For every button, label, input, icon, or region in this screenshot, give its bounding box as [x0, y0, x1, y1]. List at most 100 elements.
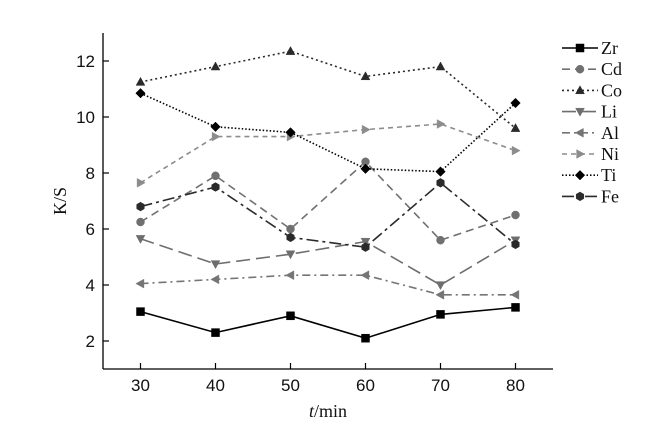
data-point-al	[210, 274, 220, 285]
data-point-cd	[136, 217, 145, 227]
data-point-fe	[436, 178, 445, 188]
series-ti	[135, 88, 521, 177]
series-co	[135, 46, 521, 132]
data-point-zr	[436, 310, 445, 319]
data-point-ni	[361, 124, 371, 135]
data-point-zr	[136, 307, 145, 316]
data-point-co	[360, 71, 371, 81]
legend-item-al: Al	[562, 123, 619, 143]
series-line-ni	[140, 123, 516, 184]
series-zr	[136, 303, 520, 343]
data-point-cd	[211, 171, 220, 181]
x-tick-label: 30	[131, 376, 150, 395]
x-tick-label: 80	[506, 376, 525, 395]
data-point-zr	[286, 311, 295, 321]
series-line-co	[140, 50, 517, 129]
legend-marker	[575, 64, 585, 74]
data-point-ti	[435, 166, 446, 177]
legend-marker	[575, 191, 585, 202]
data-point-li	[435, 281, 446, 291]
series-fe	[136, 178, 520, 252]
legend-item-cd: Cd	[562, 59, 622, 79]
data-point-ti	[360, 163, 371, 174]
x-axis-label: t/min	[309, 401, 347, 421]
x-tick-label: 60	[356, 376, 375, 395]
data-point-cd	[436, 235, 445, 245]
data-point-ti	[285, 127, 296, 138]
data-point-ni	[511, 145, 521, 156]
data-point-al	[360, 270, 370, 281]
data-point-ni	[211, 131, 221, 142]
data-point-ni	[136, 177, 146, 188]
series-al	[135, 270, 520, 300]
data-point-li	[135, 235, 146, 244]
legend-marker	[574, 127, 584, 138]
data-point-fe	[361, 242, 370, 252]
legend-label: Cd	[601, 59, 622, 79]
data-point-co	[510, 123, 521, 132]
data-point-al	[285, 270, 295, 281]
data-point-zr	[361, 333, 370, 343]
y-tick-label: 4	[86, 276, 95, 295]
data-point-zr	[211, 328, 220, 337]
series-layer	[135, 46, 521, 343]
data-point-li	[285, 250, 296, 260]
legend-label: Ti	[601, 165, 616, 185]
x-axis-label-variable: t	[309, 401, 315, 421]
legend-label: Ni	[601, 144, 619, 164]
data-point-ti	[510, 97, 521, 109]
data-point-cd	[286, 224, 295, 234]
series-line-zr	[140, 306, 516, 340]
legend-marker	[575, 107, 585, 117]
data-point-zr	[511, 303, 520, 312]
legend-item-co: Co	[562, 80, 622, 100]
x-tick-label: 40	[206, 376, 225, 395]
legend-label: Li	[601, 102, 617, 122]
legend-marker	[576, 149, 586, 159]
data-point-fe	[211, 182, 220, 192]
legend-item-fe: Fe	[562, 186, 619, 206]
data-point-ti	[135, 88, 146, 99]
data-point-al	[435, 289, 445, 300]
data-point-al	[135, 278, 145, 289]
legend-item-ni: Ni	[562, 144, 619, 164]
data-point-cd	[511, 210, 520, 220]
axes: 30 40 50 60 70 80 2 4 6 8 10 12	[76, 33, 553, 395]
series-line-al	[140, 274, 516, 296]
legend-label: Co	[601, 80, 622, 100]
series-line-fe	[140, 181, 517, 249]
legend-item-ti: Ti	[562, 165, 616, 185]
data-point-fe	[511, 239, 520, 250]
legend-marker	[575, 43, 585, 53]
legend-marker	[574, 170, 586, 181]
data-point-li	[360, 237, 371, 247]
x-tick-label: 50	[281, 376, 300, 395]
data-point-co	[210, 61, 221, 71]
data-point-ni	[436, 119, 446, 129]
data-point-li	[210, 260, 221, 270]
data-point-co	[135, 76, 146, 86]
y-tick-label: 10	[76, 108, 95, 127]
legend-label: Al	[601, 123, 619, 143]
y-axis-label: K/S	[50, 187, 70, 215]
data-point-ti	[210, 121, 221, 132]
legend-item-zr: Zr	[562, 38, 618, 58]
series-line-li	[140, 238, 516, 286]
y-tick-label: 12	[76, 52, 95, 71]
series-line-ti	[140, 92, 517, 173]
legend-label: Zr	[601, 38, 618, 58]
y-tick-label: 6	[86, 220, 95, 239]
y-tick-label: 8	[86, 164, 95, 183]
y-tick-label: 2	[86, 332, 95, 351]
data-point-co	[285, 46, 296, 55]
series-li	[135, 235, 521, 291]
legend-label: Fe	[601, 186, 619, 206]
legend-marker	[575, 85, 585, 95]
data-point-fe	[136, 201, 145, 212]
legend-item-li: Li	[562, 102, 617, 122]
series-ni	[136, 119, 521, 188]
data-point-fe	[286, 232, 295, 243]
